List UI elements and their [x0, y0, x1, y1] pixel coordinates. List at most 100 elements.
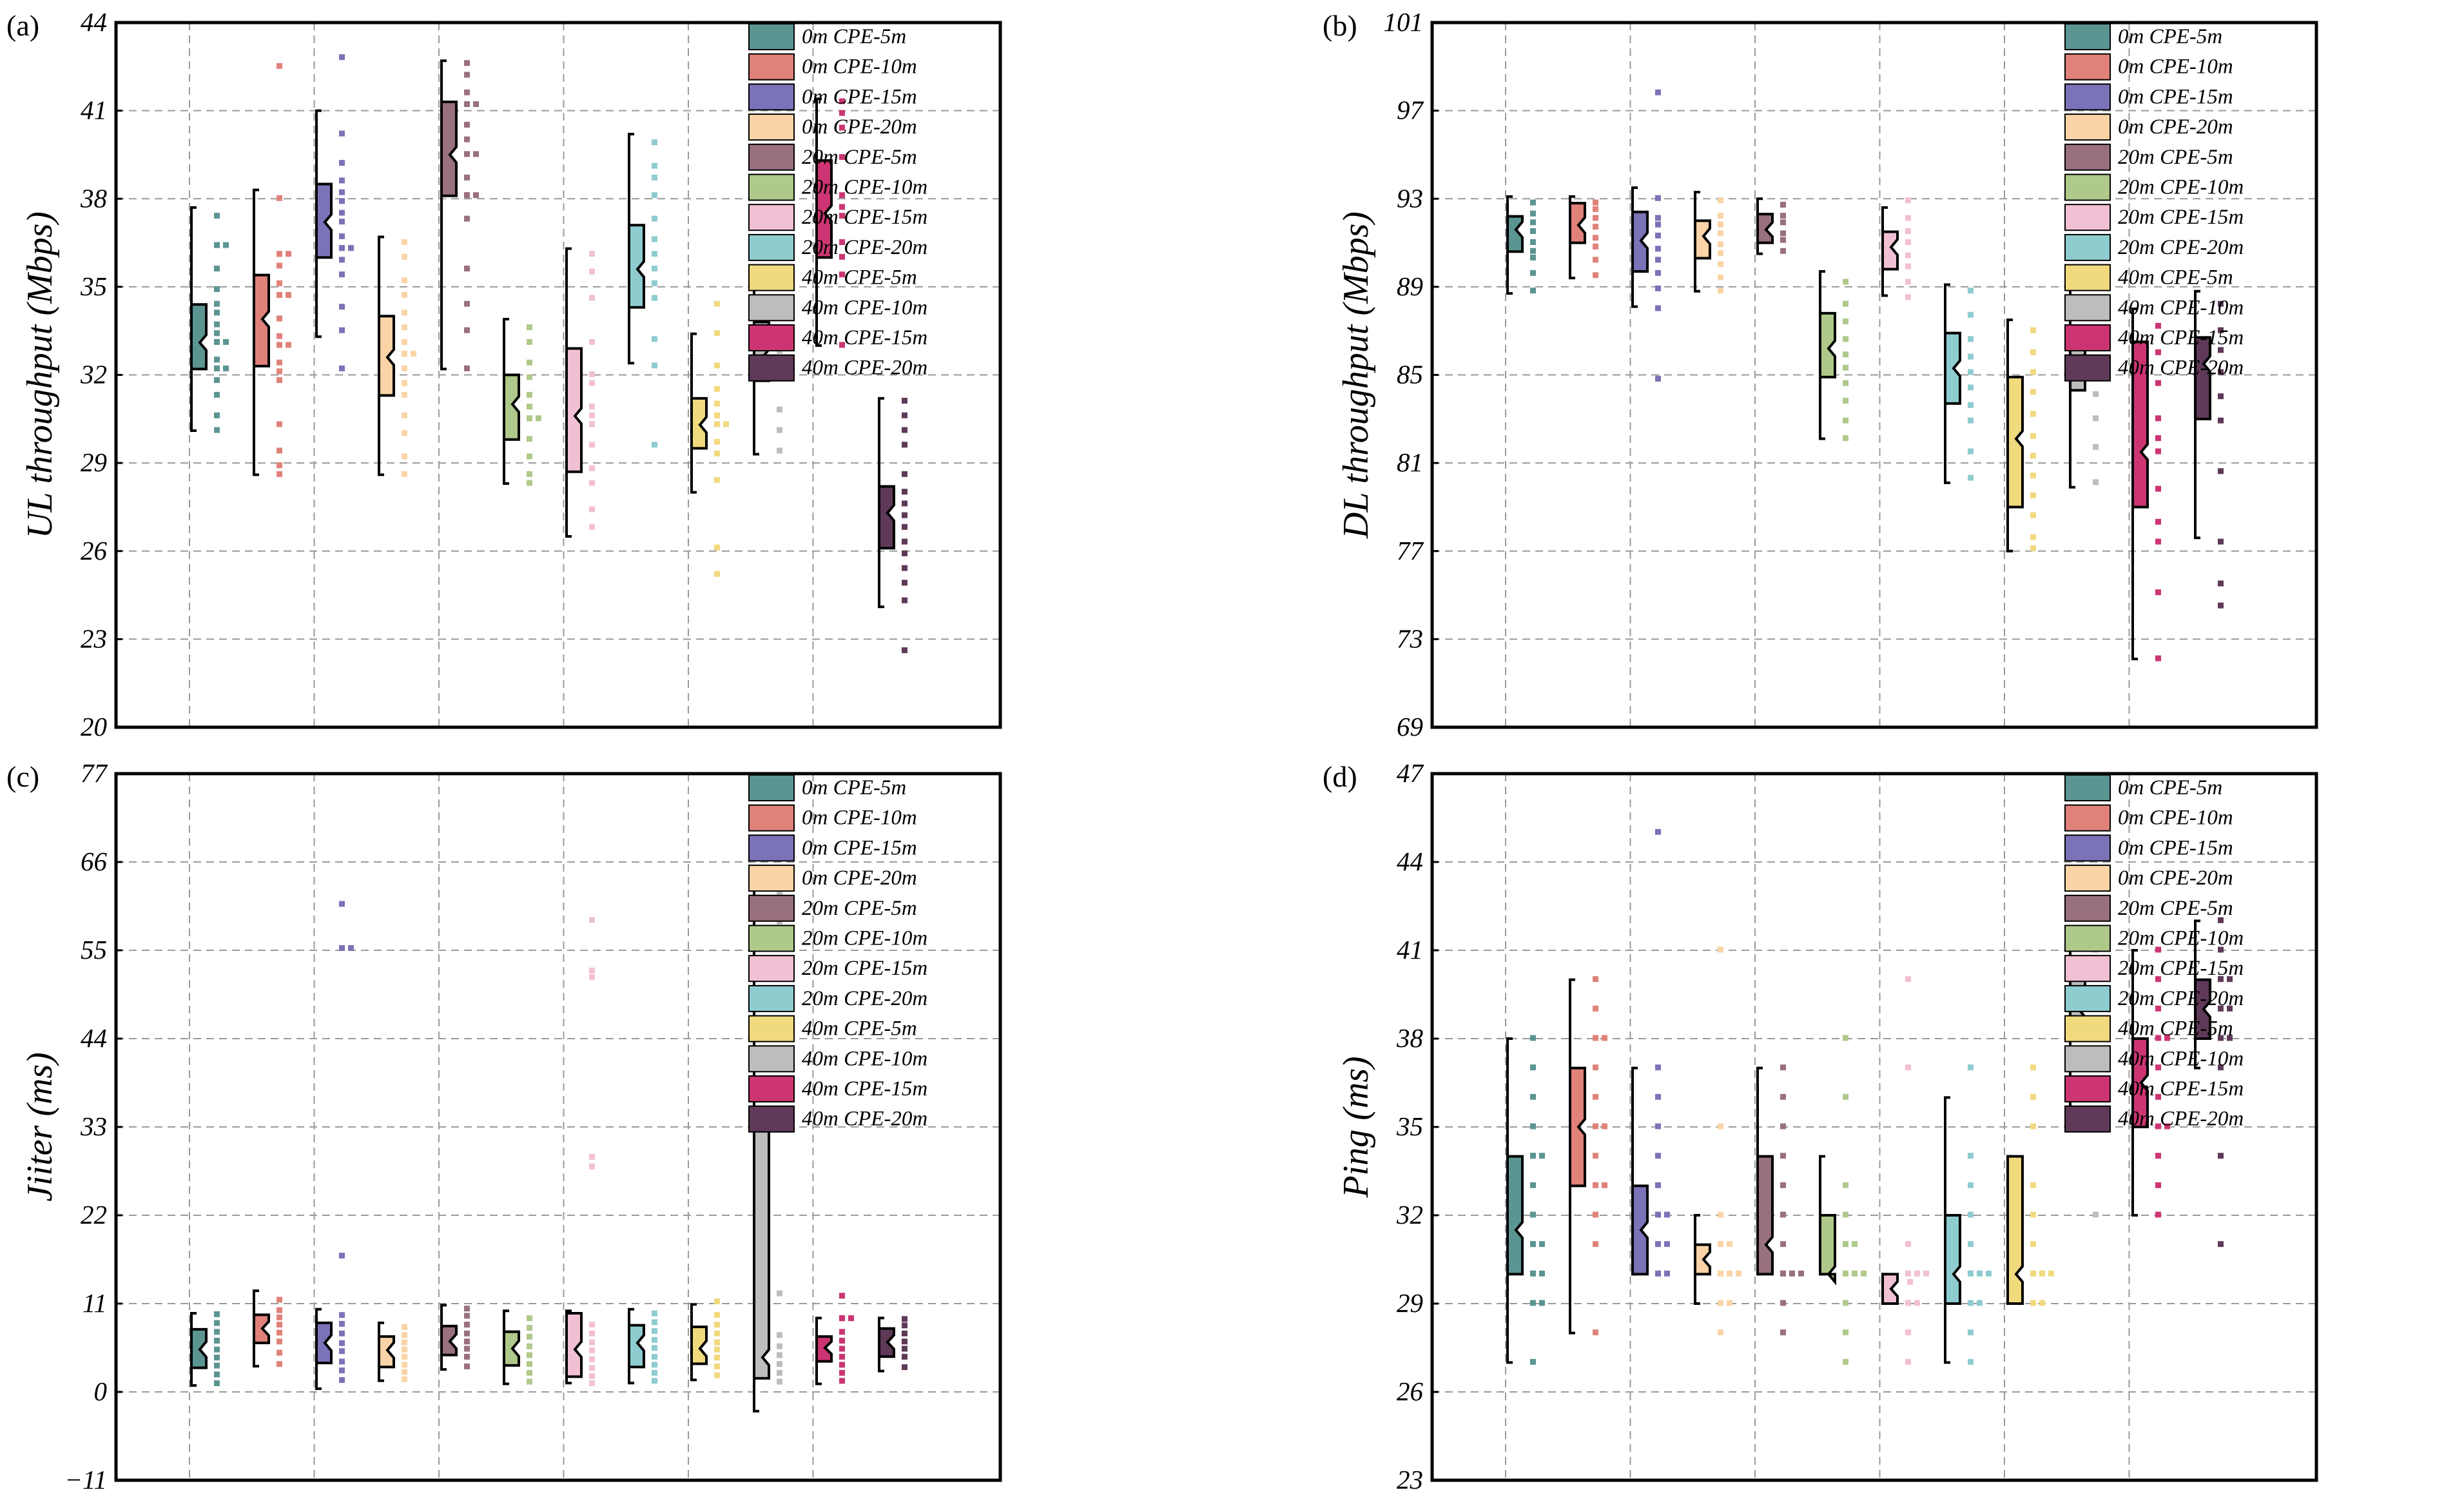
data-point	[339, 365, 345, 371]
data-point	[1727, 1270, 1732, 1277]
data-point	[1718, 230, 1723, 237]
y-tick-label: 89	[1397, 271, 1423, 301]
y-tick-label: 55	[81, 935, 107, 964]
data-point	[464, 192, 470, 199]
data-point	[527, 324, 532, 331]
series-5	[440, 59, 479, 371]
data-point	[1780, 248, 1786, 254]
legend-swatch	[748, 113, 795, 141]
data-point	[2155, 518, 2161, 525]
legend-item: 20m CPE-5m	[748, 143, 917, 171]
series-7	[565, 247, 595, 538]
data-point	[1530, 1241, 1536, 1248]
legend-swatch	[2064, 834, 2111, 862]
data-point	[214, 1338, 220, 1344]
data-point	[2155, 1035, 2161, 1041]
legend-swatch	[2064, 264, 2111, 291]
data-point	[2155, 322, 2161, 329]
data-point	[1602, 1123, 1607, 1130]
data-point	[839, 1338, 845, 1344]
data-point	[589, 1330, 595, 1336]
data-point	[1727, 1300, 1732, 1306]
data-point	[2155, 589, 2161, 596]
data-point	[339, 1253, 345, 1259]
data-point	[2155, 380, 2161, 386]
data-point	[339, 1367, 345, 1374]
data-point	[464, 121, 470, 128]
series-3	[1631, 89, 1661, 382]
data-point	[214, 1311, 220, 1317]
data-point	[1968, 1300, 1974, 1306]
data-point	[2155, 1093, 2161, 1100]
data-point	[1905, 263, 1911, 269]
data-point	[1789, 1270, 1795, 1277]
data-point	[2227, 1035, 2233, 1041]
legend-label: 40m CPE-10m	[802, 296, 927, 319]
data-point	[902, 597, 907, 603]
data-point	[2030, 433, 2036, 439]
y-tick-label: 77	[81, 758, 108, 788]
legend-swatch	[748, 233, 795, 261]
y-axis-title: DL throughput (Mbps)	[1336, 211, 1376, 539]
y-tick-label: 23	[1397, 1465, 1423, 1494]
data-point	[1968, 1182, 1974, 1188]
data-point	[1530, 239, 1536, 246]
series-6	[503, 1309, 532, 1385]
legend-swatch	[748, 324, 795, 351]
data-point	[589, 917, 595, 923]
data-point	[464, 1313, 470, 1319]
data-point	[652, 236, 657, 242]
y-tick-label: 29	[1397, 1288, 1423, 1318]
series-8	[628, 133, 657, 448]
data-point	[777, 1332, 782, 1338]
series-6	[1819, 1035, 1867, 1365]
data-point	[402, 391, 407, 398]
data-point	[1968, 448, 1974, 455]
series-4	[378, 235, 416, 477]
data-point	[1905, 294, 1911, 300]
legend-label: 0m CPE-20m	[802, 866, 917, 890]
data-point	[402, 309, 407, 316]
legend-swatch	[2064, 354, 2111, 382]
legend-item: 40m CPE-15m	[748, 1075, 927, 1102]
legend-swatch	[2064, 804, 2111, 832]
panel-label: (a)	[6, 9, 39, 42]
data-point	[2227, 976, 2233, 983]
data-point	[464, 1306, 470, 1312]
data-point	[714, 362, 720, 369]
legend-label: 0m CPE-15m	[2118, 836, 2233, 859]
data-point	[464, 1330, 470, 1336]
data-point	[2218, 393, 2224, 400]
data-point	[286, 292, 291, 298]
box	[565, 347, 583, 473]
legend-swatch	[2064, 865, 2111, 892]
panel-c: −11 0 11 22 33 44 55 66 77 (c) Jiiter (ms) 0m CPE-5…	[6, 758, 1002, 1494]
y-ticks: 20 23 26 29 32 35 38 41 44	[80, 7, 122, 741]
series-2	[253, 63, 291, 477]
y-tick-label: 73	[1397, 623, 1423, 653]
data-point	[1780, 213, 1786, 219]
data-point	[276, 1349, 282, 1356]
data-point	[589, 1163, 595, 1169]
data-point	[276, 1338, 282, 1345]
data-point	[589, 1322, 595, 1328]
data-point	[2093, 1211, 2099, 1218]
y-tick-label: 81	[1397, 447, 1423, 477]
data-point	[714, 450, 720, 456]
data-point	[1530, 1064, 1536, 1071]
data-point	[214, 242, 220, 248]
data-point	[652, 336, 657, 342]
data-point	[214, 1371, 220, 1378]
grid	[1432, 23, 2316, 727]
legend-label: 0m CPE-10m	[802, 807, 917, 830]
data-point	[1593, 1153, 1598, 1159]
data-point	[402, 365, 407, 371]
data-point	[2048, 1270, 2054, 1277]
data-point	[402, 277, 407, 284]
legend-label: 40m CPE-20m	[802, 357, 927, 380]
data-point	[276, 447, 282, 454]
data-point	[652, 266, 657, 272]
data-point	[214, 1320, 220, 1326]
data-point	[1718, 1123, 1723, 1130]
data-point	[214, 427, 220, 433]
